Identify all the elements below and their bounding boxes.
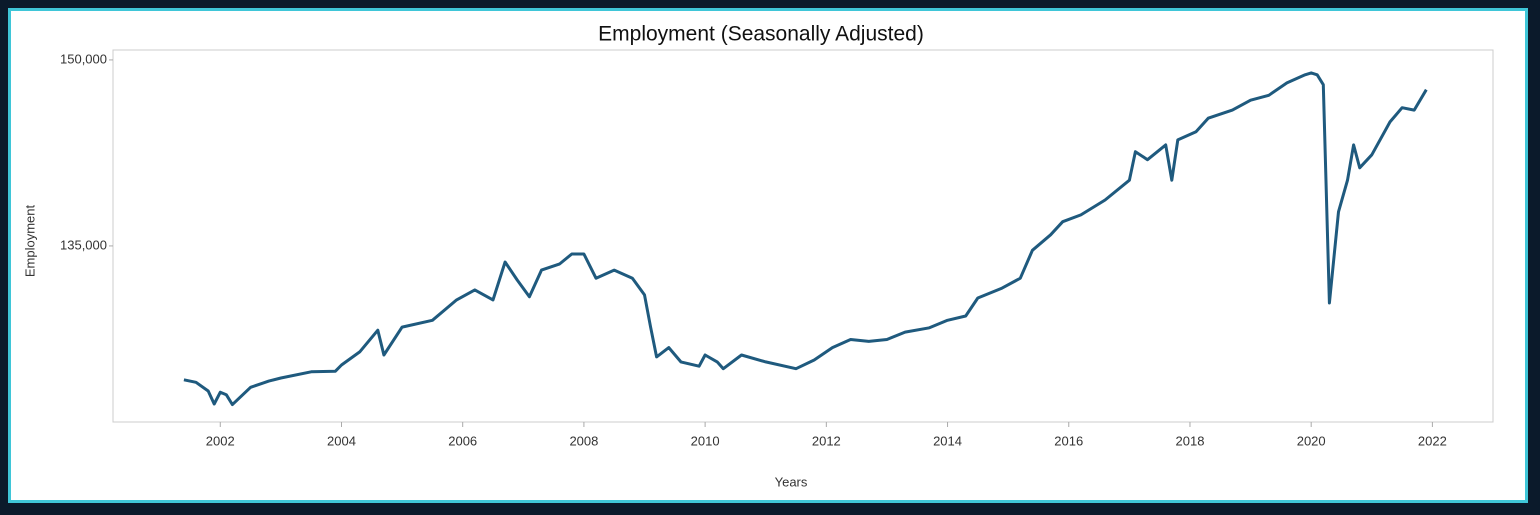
y-tick-label: 150,000 xyxy=(60,51,107,66)
x-tick-label: 2006 xyxy=(448,433,477,448)
x-tick-label: 2022 xyxy=(1418,433,1447,448)
y-axis-label: Employment xyxy=(22,204,37,277)
x-tick-label: 2012 xyxy=(812,433,841,448)
x-tick-label: 2010 xyxy=(691,433,720,448)
panel: Employment (Seasonally Adjusted) Years E… xyxy=(8,8,1528,503)
data-line xyxy=(183,71,1428,407)
plot-frame xyxy=(112,49,1494,423)
x-tick-label: 2002 xyxy=(206,433,235,448)
x-tick-label: 2008 xyxy=(569,433,598,448)
y-tick-label: 135,000 xyxy=(60,237,107,252)
x-tick-label: 2020 xyxy=(1297,433,1326,448)
x-axis-label: Years xyxy=(775,474,808,489)
chart: Employment (Seasonally Adjusted) Years E… xyxy=(22,23,1494,489)
x-tick-label: 2018 xyxy=(1176,433,1205,448)
x-tick-label: 2014 xyxy=(933,433,962,448)
chart-title: Employment (Seasonally Adjusted) xyxy=(598,23,924,46)
x-tick-label: 2004 xyxy=(327,433,356,448)
x-tick-label: 2016 xyxy=(1054,433,1083,448)
